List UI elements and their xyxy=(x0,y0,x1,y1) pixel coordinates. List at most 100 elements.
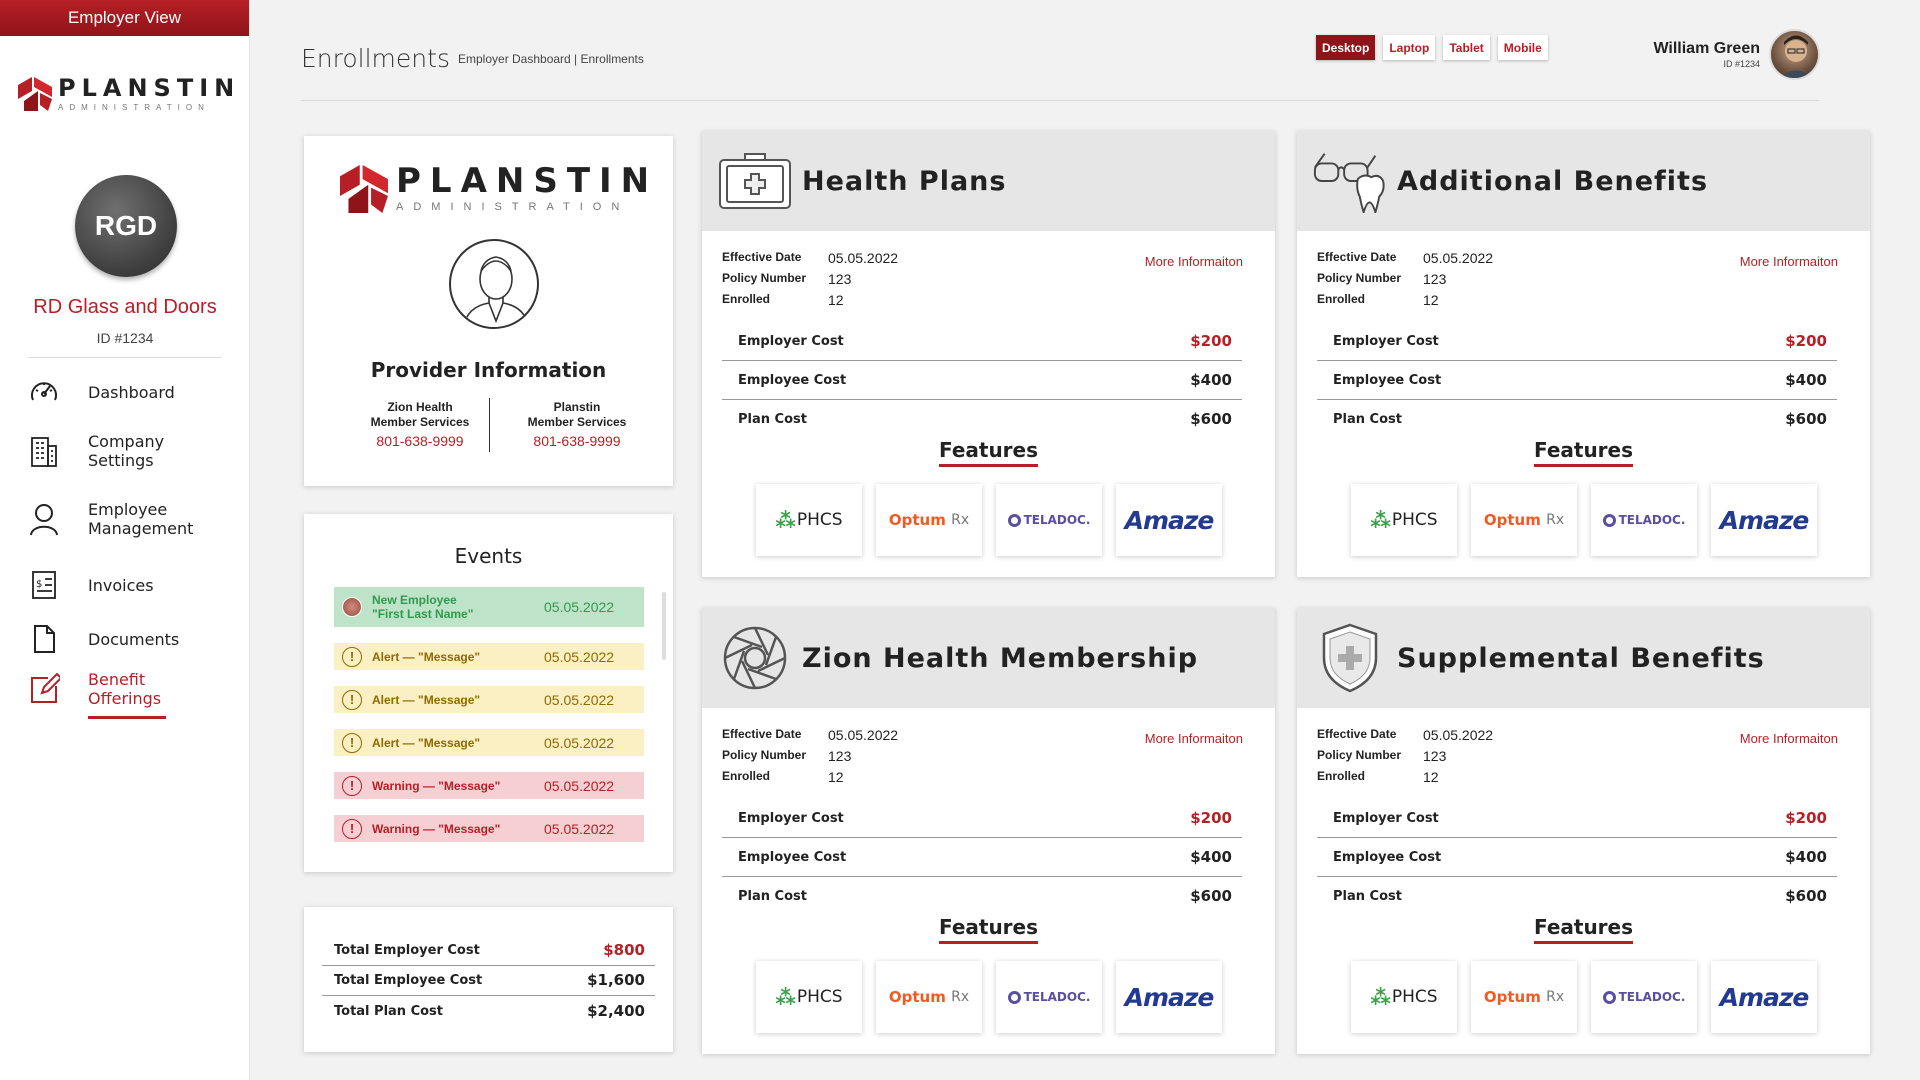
event-text: Alert — "Message" xyxy=(372,692,481,707)
feature-name: Amaze xyxy=(1124,505,1215,535)
teladoc-logo[interactable]: TELADOC. xyxy=(1591,484,1697,556)
employer-cost-row: Employer Cost $200 xyxy=(722,802,1242,834)
event-item-alert[interactable]: ! Alert — "Message" 05.05.2022 xyxy=(334,643,644,670)
features-title: Features xyxy=(702,915,1275,944)
meta-value: 12 xyxy=(1423,292,1439,308)
feature-suffix: Rx xyxy=(1546,512,1565,528)
provider-contact-zion: Zion Health Member Services 801-638-9999 xyxy=(350,400,490,449)
feature-name: PHCS xyxy=(1391,510,1438,530)
breadcrumb[interactable]: Employer Dashboard | Enrollments xyxy=(458,52,644,66)
optumrx-logo[interactable]: Optum Rx xyxy=(876,961,982,1033)
total-label: Total Employee Cost xyxy=(334,972,483,988)
features-logos: ⁂ PHCS Optum Rx TELADOC. Amaze xyxy=(1351,961,1817,1033)
sidebar-item-company-settings[interactable]: Company Settings xyxy=(26,432,164,470)
amaze-logo[interactable]: Amaze xyxy=(1116,484,1222,556)
amaze-logo[interactable]: Amaze xyxy=(1711,484,1817,556)
teladoc-logo[interactable]: TELADOC. xyxy=(996,484,1102,556)
cost-divider xyxy=(722,837,1242,838)
amaze-logo[interactable]: Amaze xyxy=(1116,961,1222,1033)
plan-cost-row: Plan Cost $600 xyxy=(1317,880,1837,912)
device-tablet-button[interactable]: Tablet xyxy=(1443,35,1490,60)
feature-name: TELADOC. xyxy=(1023,990,1091,1004)
feature-name: Optum xyxy=(1483,988,1541,1006)
device-mobile-button[interactable]: Mobile xyxy=(1497,35,1548,60)
contact-phone-link[interactable]: 801-638-9999 xyxy=(376,433,464,449)
plan-header: Supplemental Benefits xyxy=(1297,608,1870,708)
optumrx-logo[interactable]: Optum Rx xyxy=(1471,961,1577,1033)
effective-date-row: Effective Date 05.05.2022 xyxy=(722,727,898,743)
feature-name: Optum xyxy=(888,511,946,529)
phcs-logo[interactable]: ⁂ PHCS xyxy=(1351,484,1457,556)
event-item-new-employee[interactable]: New Employee "First Last Name" 05.05.2022 xyxy=(334,587,644,627)
feature-name: Optum xyxy=(888,988,946,1006)
event-item-warning[interactable]: ! Warning — "Message" 05.05.2022 xyxy=(334,815,644,842)
employer-view-banner: Employer View xyxy=(0,0,249,36)
sidebar-item-dashboard[interactable]: Dashboard xyxy=(26,374,175,410)
sidebar-item-documents[interactable]: Documents xyxy=(26,621,179,657)
cost-value: $200 xyxy=(1785,332,1827,350)
page-title: Enrollments xyxy=(301,44,450,73)
sidebar-item-benefit-offerings[interactable]: Benefit Offerings xyxy=(26,670,161,708)
amaze-logo[interactable]: Amaze xyxy=(1711,961,1817,1033)
meta-label: Enrolled xyxy=(722,292,771,306)
user-avatar[interactable] xyxy=(1769,29,1820,80)
sidebar-item-invoices[interactable]: $ Invoices xyxy=(26,567,154,603)
features-title: Features xyxy=(702,438,1275,467)
more-information-link[interactable]: More Informaiton xyxy=(1144,731,1243,746)
device-laptop-button[interactable]: Laptop xyxy=(1383,35,1436,60)
teladoc-logo[interactable]: TELADOC. xyxy=(996,961,1102,1033)
provider-avatar-icon xyxy=(449,239,539,329)
plan-title: Zion Health Membership xyxy=(802,642,1199,674)
cost-divider xyxy=(1317,360,1837,361)
user-id: ID #1234 xyxy=(1723,59,1760,69)
event-item-warning[interactable]: ! Warning — "Message" 05.05.2022 xyxy=(334,772,644,799)
plan-cost-row: Plan Cost $600 xyxy=(722,403,1242,435)
additional-benefits-card: Additional Benefits Effective Date 05.05.… xyxy=(1297,131,1870,577)
features-heading: Features xyxy=(1533,438,1634,467)
phcs-logo[interactable]: ⁂ PHCS xyxy=(1351,961,1457,1033)
invoice-icon: $ xyxy=(26,567,62,603)
plan-header: Zion Health Membership xyxy=(702,608,1275,708)
meta-value: 123 xyxy=(1423,271,1447,287)
edit-icon xyxy=(26,671,62,707)
total-employer-cost-row: Total Employer Cost $800 xyxy=(322,935,655,965)
sidebar-item-employee-management[interactable]: Employee Management xyxy=(26,500,193,538)
teladoc-logo[interactable]: TELADOC. xyxy=(1591,961,1697,1033)
event-date: 05.05.2022 xyxy=(544,734,615,751)
event-date: 05.05.2022 xyxy=(544,691,615,708)
meta-value: 12 xyxy=(1423,769,1439,785)
more-information-link[interactable]: More Informaiton xyxy=(1739,731,1838,746)
contact-phone-link[interactable]: 801-638-9999 xyxy=(533,433,621,449)
device-desktop-button[interactable]: Desktop xyxy=(1316,35,1376,60)
employee-cost-row: Employee Cost $400 xyxy=(722,841,1242,873)
optumrx-logo[interactable]: Optum Rx xyxy=(1471,484,1577,556)
total-plan-cost-row: Total Plan Cost $2,400 xyxy=(322,996,655,1026)
device-toggle-group: Desktop Laptop Tablet Mobile xyxy=(1316,35,1548,60)
more-information-link[interactable]: More Informaiton xyxy=(1739,254,1838,269)
phcs-logo[interactable]: ⁂ PHCS xyxy=(756,484,862,556)
total-value: $800 xyxy=(603,941,645,959)
events-scrollbar[interactable] xyxy=(662,592,666,660)
alert-icon: ! xyxy=(342,646,362,667)
employee-cost-row: Employee Cost $400 xyxy=(722,364,1242,396)
optumrx-logo[interactable]: Optum Rx xyxy=(876,484,982,556)
cost-label: Employer Cost xyxy=(1333,810,1439,826)
total-employee-cost-row: Total Employee Cost $1,600 xyxy=(322,965,655,995)
event-text: Warning — "Message" xyxy=(372,778,501,793)
event-item-alert[interactable]: ! Alert — "Message" 05.05.2022 xyxy=(334,729,644,756)
cost-label: Plan Cost xyxy=(738,888,807,904)
provider-title: Provider Information xyxy=(370,358,607,382)
feature-name: Amaze xyxy=(1124,982,1215,1012)
event-text: Alert — "Message" xyxy=(372,649,481,664)
cost-divider xyxy=(1317,837,1837,838)
feature-name: Amaze xyxy=(1719,982,1810,1012)
event-date: 05.05.2022 xyxy=(544,599,615,615)
phcs-logo[interactable]: ⁂ PHCS xyxy=(756,961,862,1033)
planstin-logo: PLANSTIN ADMINISTRATION xyxy=(340,164,658,213)
plan-header: Health Plans xyxy=(702,131,1275,231)
plan-cost-row: Plan Cost $600 xyxy=(722,880,1242,912)
event-item-alert[interactable]: ! Alert — "Message" 05.05.2022 xyxy=(334,686,644,713)
planstin-logo[interactable]: PLANSTIN ADMINISTRATION xyxy=(0,36,249,132)
more-information-link[interactable]: More Informaiton xyxy=(1144,254,1243,269)
total-label: Total Employer Cost xyxy=(334,942,480,958)
